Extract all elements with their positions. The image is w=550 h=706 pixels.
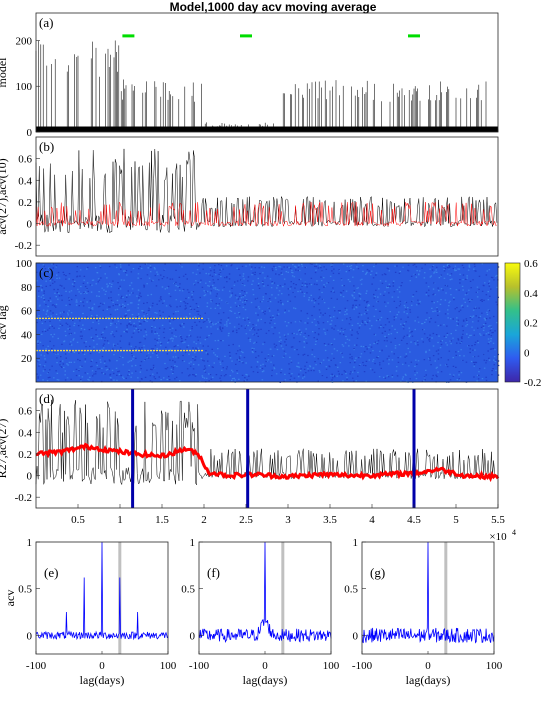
panel-label: (a) xyxy=(39,15,53,30)
colorbar-tick-label: 0 xyxy=(524,347,530,359)
y-tick-label: 0.5 xyxy=(344,584,358,596)
y-tick-label: 200 xyxy=(16,35,33,47)
heatmap-speckle xyxy=(36,263,500,383)
colorbar-tick-label: 0.4 xyxy=(524,288,538,300)
x-tick-label: 0.5 xyxy=(71,514,85,526)
axes-frame xyxy=(35,12,499,133)
y-tick-label: 60 xyxy=(21,306,33,318)
axes-frame xyxy=(35,262,499,383)
data-series-#ff0000 xyxy=(35,201,498,228)
y-tick-label: 0 xyxy=(27,219,33,231)
y-tick-label: 0.2 xyxy=(18,197,32,209)
y-axis-label: acv xyxy=(3,590,17,607)
y-tick-label: 0 xyxy=(353,630,359,642)
panel-d: -0.2 0 0.2 0.4 0.6 R27,acv(27) (d) 0.5 1 1.5 2 2.5 3… xyxy=(0,388,516,543)
model-series xyxy=(35,40,499,132)
x-tick-label: -100 xyxy=(189,660,210,672)
x-tick-label: 4.5 xyxy=(407,514,421,526)
x-tick-label: 2 xyxy=(201,514,207,526)
axes-frame xyxy=(35,136,499,257)
panel-label: (d) xyxy=(39,391,54,406)
panel-f: 0 0.5 1 (f) -100 0 100 lag(days) xyxy=(181,537,340,687)
y-tick-label: 100 xyxy=(16,258,33,270)
colorbar-tick-label: 0.6 xyxy=(524,258,538,270)
bright-lag-line xyxy=(36,349,203,352)
x-tick-label: -100 xyxy=(26,660,47,672)
y-tick-label: 100 xyxy=(16,81,33,93)
y-tick-label: 0 xyxy=(27,630,33,642)
y-tick-label: 1 xyxy=(353,537,359,549)
y-tick-label: 0.4 xyxy=(18,175,32,187)
y-tick-label: 0.5 xyxy=(181,584,195,596)
y-tick-label: 0 xyxy=(190,630,196,642)
panel-label: (e) xyxy=(44,565,58,580)
acv-series xyxy=(35,541,169,641)
y-tick-label: 0 xyxy=(27,127,33,139)
x-tick-label: -100 xyxy=(352,660,373,672)
x-tick-label: 5.5 xyxy=(491,514,505,526)
y-tick-label: 80 xyxy=(21,282,33,294)
acv-series xyxy=(361,541,495,644)
y-tick-label: 40 xyxy=(21,329,33,341)
panel-g: 0 0.5 1 (g) -100 0 100 lag(days) xyxy=(344,537,503,687)
y-axis-label: model xyxy=(0,57,9,88)
x-tick-label: 1.5 xyxy=(155,514,169,526)
colorbar xyxy=(504,262,521,383)
panel-b: -0.2 0 0.2 0.4 0.6 acv(27),acv(10) (b) xyxy=(0,136,499,257)
axes-frame xyxy=(35,388,499,509)
panel-label: (f) xyxy=(207,565,220,580)
figure-title: Model,1000 day acv moving average xyxy=(170,0,377,14)
x-tick-label: 2.5 xyxy=(239,514,253,526)
x-tick-label: 3 xyxy=(285,514,291,526)
y-tick-label: 0 xyxy=(27,471,33,483)
heatmap-background xyxy=(36,263,498,382)
x-tick-label: 0 xyxy=(425,660,431,672)
x-tick-label: 100 xyxy=(323,660,340,672)
y-tick-label: 1 xyxy=(27,537,33,549)
x-axis-label: lag(days) xyxy=(406,673,451,687)
x-tick-label: 1 xyxy=(117,514,123,526)
y-axis-label: acv lag xyxy=(0,305,9,339)
y-tick-label: 0.2 xyxy=(18,449,32,461)
x-tick-label: 5 xyxy=(453,514,459,526)
y-axis-label: acv(27),acv(10) xyxy=(0,158,9,234)
panel-c: 20 40 60 80 100 acv lag (c) 0.6 0.4 0.2 0 -0.2 xyxy=(0,258,541,389)
y-tick-label: -0.2 xyxy=(15,492,32,504)
y-tick-label: 0.6 xyxy=(18,406,32,418)
y-tick-label: 0.6 xyxy=(18,154,32,166)
y-axis-label: R27,acv(27) xyxy=(0,419,9,479)
colorbar-tick-label: 0.2 xyxy=(524,318,538,330)
bright-lag-line xyxy=(36,317,203,319)
R27-series xyxy=(35,442,500,483)
x-tick-label: 4 xyxy=(369,514,375,526)
panel-a: 0 100 200 model (a) xyxy=(0,12,499,139)
x-multiplier-exponent: 4 xyxy=(512,528,516,537)
acv-series xyxy=(198,541,332,643)
y-tick-label: 0.5 xyxy=(18,584,32,596)
colorbar-tick-label: -0.2 xyxy=(524,377,541,389)
panel-label: (c) xyxy=(39,265,53,280)
panel-e: 0 0.5 1 acv (e) -100 0 100 lag(days) xyxy=(3,537,177,687)
x-tick-label: 0 xyxy=(262,660,268,672)
data-series-#000000 xyxy=(35,148,498,234)
y-tick-label: 1 xyxy=(190,537,196,549)
x-axis-label: lag(days) xyxy=(80,673,125,687)
panel-label: (g) xyxy=(370,565,385,580)
x-tick-label: 100 xyxy=(160,660,177,672)
model-baseline xyxy=(36,126,498,132)
x-multiplier: ×10 xyxy=(489,531,507,543)
x-axis-label: lag(days) xyxy=(243,673,288,687)
x-tick-label: 0 xyxy=(99,660,105,672)
y-tick-label: 20 xyxy=(21,353,33,365)
x-tick-label: 100 xyxy=(486,660,503,672)
x-tick-label: 3.5 xyxy=(323,514,337,526)
y-tick-label: -0.2 xyxy=(15,240,32,252)
y-tick-label: 0.4 xyxy=(18,427,32,439)
panel-label: (b) xyxy=(39,139,54,154)
